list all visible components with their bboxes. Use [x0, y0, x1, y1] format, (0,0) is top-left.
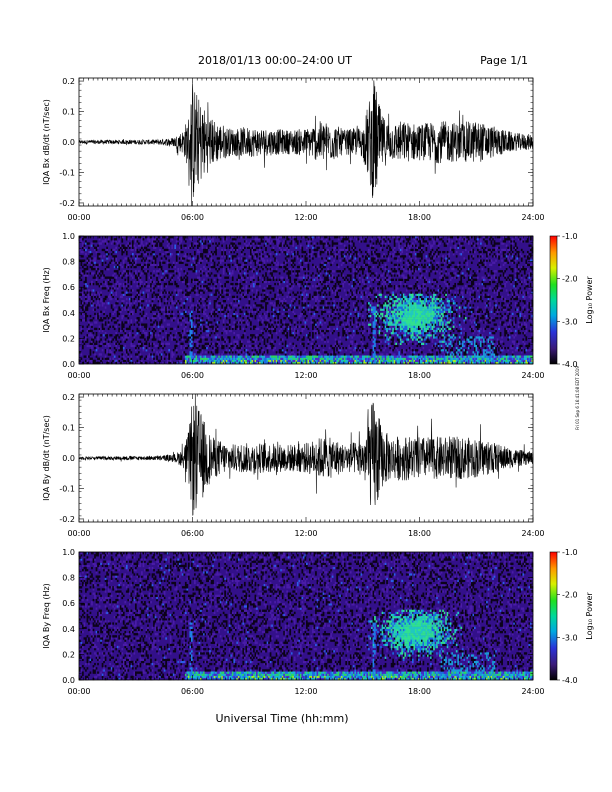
y-tick-label: 1.0	[62, 548, 75, 557]
series-line	[78, 393, 534, 516]
y-tick-label: 0.0	[62, 360, 75, 369]
y-tick-label: 0.2	[62, 77, 75, 86]
panel-1: 00:00 06:00 12:00 18:00 24:00 0.2 0.1 0.0 -0.1 -0…	[42, 77, 545, 222]
y-tick-label: 0.2	[62, 650, 75, 659]
page-number: Page 1/1	[480, 54, 528, 67]
x-tick-label: 00:00	[67, 687, 90, 696]
x-tick-label: 24:00	[521, 213, 544, 222]
x-tick-label: 18:00	[408, 213, 431, 222]
x-tick-label: 00:00	[67, 371, 90, 380]
panel-3: 00:00 06:00 12:00 18:00 24:00 0.2 0.1 0.0 -0.1 -0…	[42, 393, 545, 538]
y-tick-label: 0.8	[62, 258, 75, 267]
colorbar-tick-label: -2.0	[562, 591, 578, 600]
colorbar-label: Log₁₀ Power	[585, 276, 594, 324]
x-tick-label: 06:00	[181, 529, 204, 538]
y-tick-label: -0.2	[59, 199, 75, 208]
y-axis-title: IQA By dB/dt (nT/sec)	[42, 415, 51, 501]
panel-2: -1.0 -2.0 -3.0 -4.0 Log₁₀ Power 00:00 06:00 12:…	[42, 232, 594, 380]
x-tick-label: 18:00	[408, 529, 431, 538]
y-tick-label: 0.8	[62, 574, 75, 583]
side-stamp: Fri 01 Sep 6 16:41:08 EDT 2019	[575, 366, 580, 430]
y-tick-label: -0.1	[59, 484, 75, 493]
x-tick-label: 12:00	[294, 687, 317, 696]
y-tick-label: 0.0	[62, 676, 75, 685]
y-tick-label: 0.2	[62, 334, 75, 343]
x-tick-label: 12:00	[294, 213, 317, 222]
x-tick-label: 06:00	[181, 371, 204, 380]
y-tick-label: 0.4	[62, 309, 75, 318]
y-tick-label: 0.0	[62, 138, 75, 147]
y-axis-title: IQA By Freq (Hz)	[42, 583, 51, 649]
y-tick-label: 0.1	[62, 424, 75, 433]
x-tick-label: 24:00	[521, 529, 544, 538]
spectrogram-cells	[79, 552, 534, 681]
spectrogram-cells	[79, 236, 534, 365]
colorbar-tick-label: -3.0	[562, 633, 578, 642]
y-tick-label: 0.6	[62, 599, 75, 608]
x-tick-label: 18:00	[408, 371, 431, 380]
colorbar-tick-label: -4.0	[562, 676, 578, 685]
y-axis-title: IQA Bx Freq (Hz)	[42, 267, 51, 333]
y-axis-title: IQA Bx dB/dt (nT/sec)	[42, 99, 51, 185]
y-tick-label: 0.1	[62, 108, 75, 117]
colorbar-label: Log₁₀ Power	[585, 592, 594, 640]
y-tick-label: -0.2	[59, 515, 75, 524]
colorbar	[549, 235, 558, 365]
x-tick-label: 06:00	[181, 687, 204, 696]
y-tick-label: 0.4	[62, 625, 75, 634]
y-tick-label: 0.0	[62, 454, 75, 463]
panel-4: -1.0 -2.0 -3.0 -4.0 Log₁₀ Power 00:00 06:00 12:…	[42, 548, 594, 696]
page-title: 2018/01/13 00:00–24:00 UT	[198, 54, 352, 67]
colorbar-tick-label: -1.0	[562, 548, 578, 557]
x-tick-label: 18:00	[408, 687, 431, 696]
series-line	[78, 80, 534, 207]
x-tick-label: 24:00	[521, 371, 544, 380]
x-axis-title: Universal Time (hh:mm)	[216, 712, 349, 725]
x-tick-label: 12:00	[294, 529, 317, 538]
colorbar-tick-label: -4.0	[562, 360, 578, 369]
y-tick-label: 0.6	[62, 283, 75, 292]
x-tick-label: 24:00	[521, 687, 544, 696]
x-tick-label: 06:00	[181, 213, 204, 222]
colorbar	[549, 551, 558, 681]
colorbar-tick-label: -1.0	[562, 232, 578, 241]
colorbar-tick-label: -2.0	[562, 275, 578, 284]
y-tick-label: 0.2	[62, 393, 75, 402]
colorbar-tick-label: -3.0	[562, 317, 578, 326]
x-tick-label: 00:00	[67, 213, 90, 222]
x-tick-label: 00:00	[67, 529, 90, 538]
x-tick-label: 12:00	[294, 371, 317, 380]
y-tick-label: 1.0	[62, 232, 75, 241]
y-tick-label: -0.1	[59, 168, 75, 177]
